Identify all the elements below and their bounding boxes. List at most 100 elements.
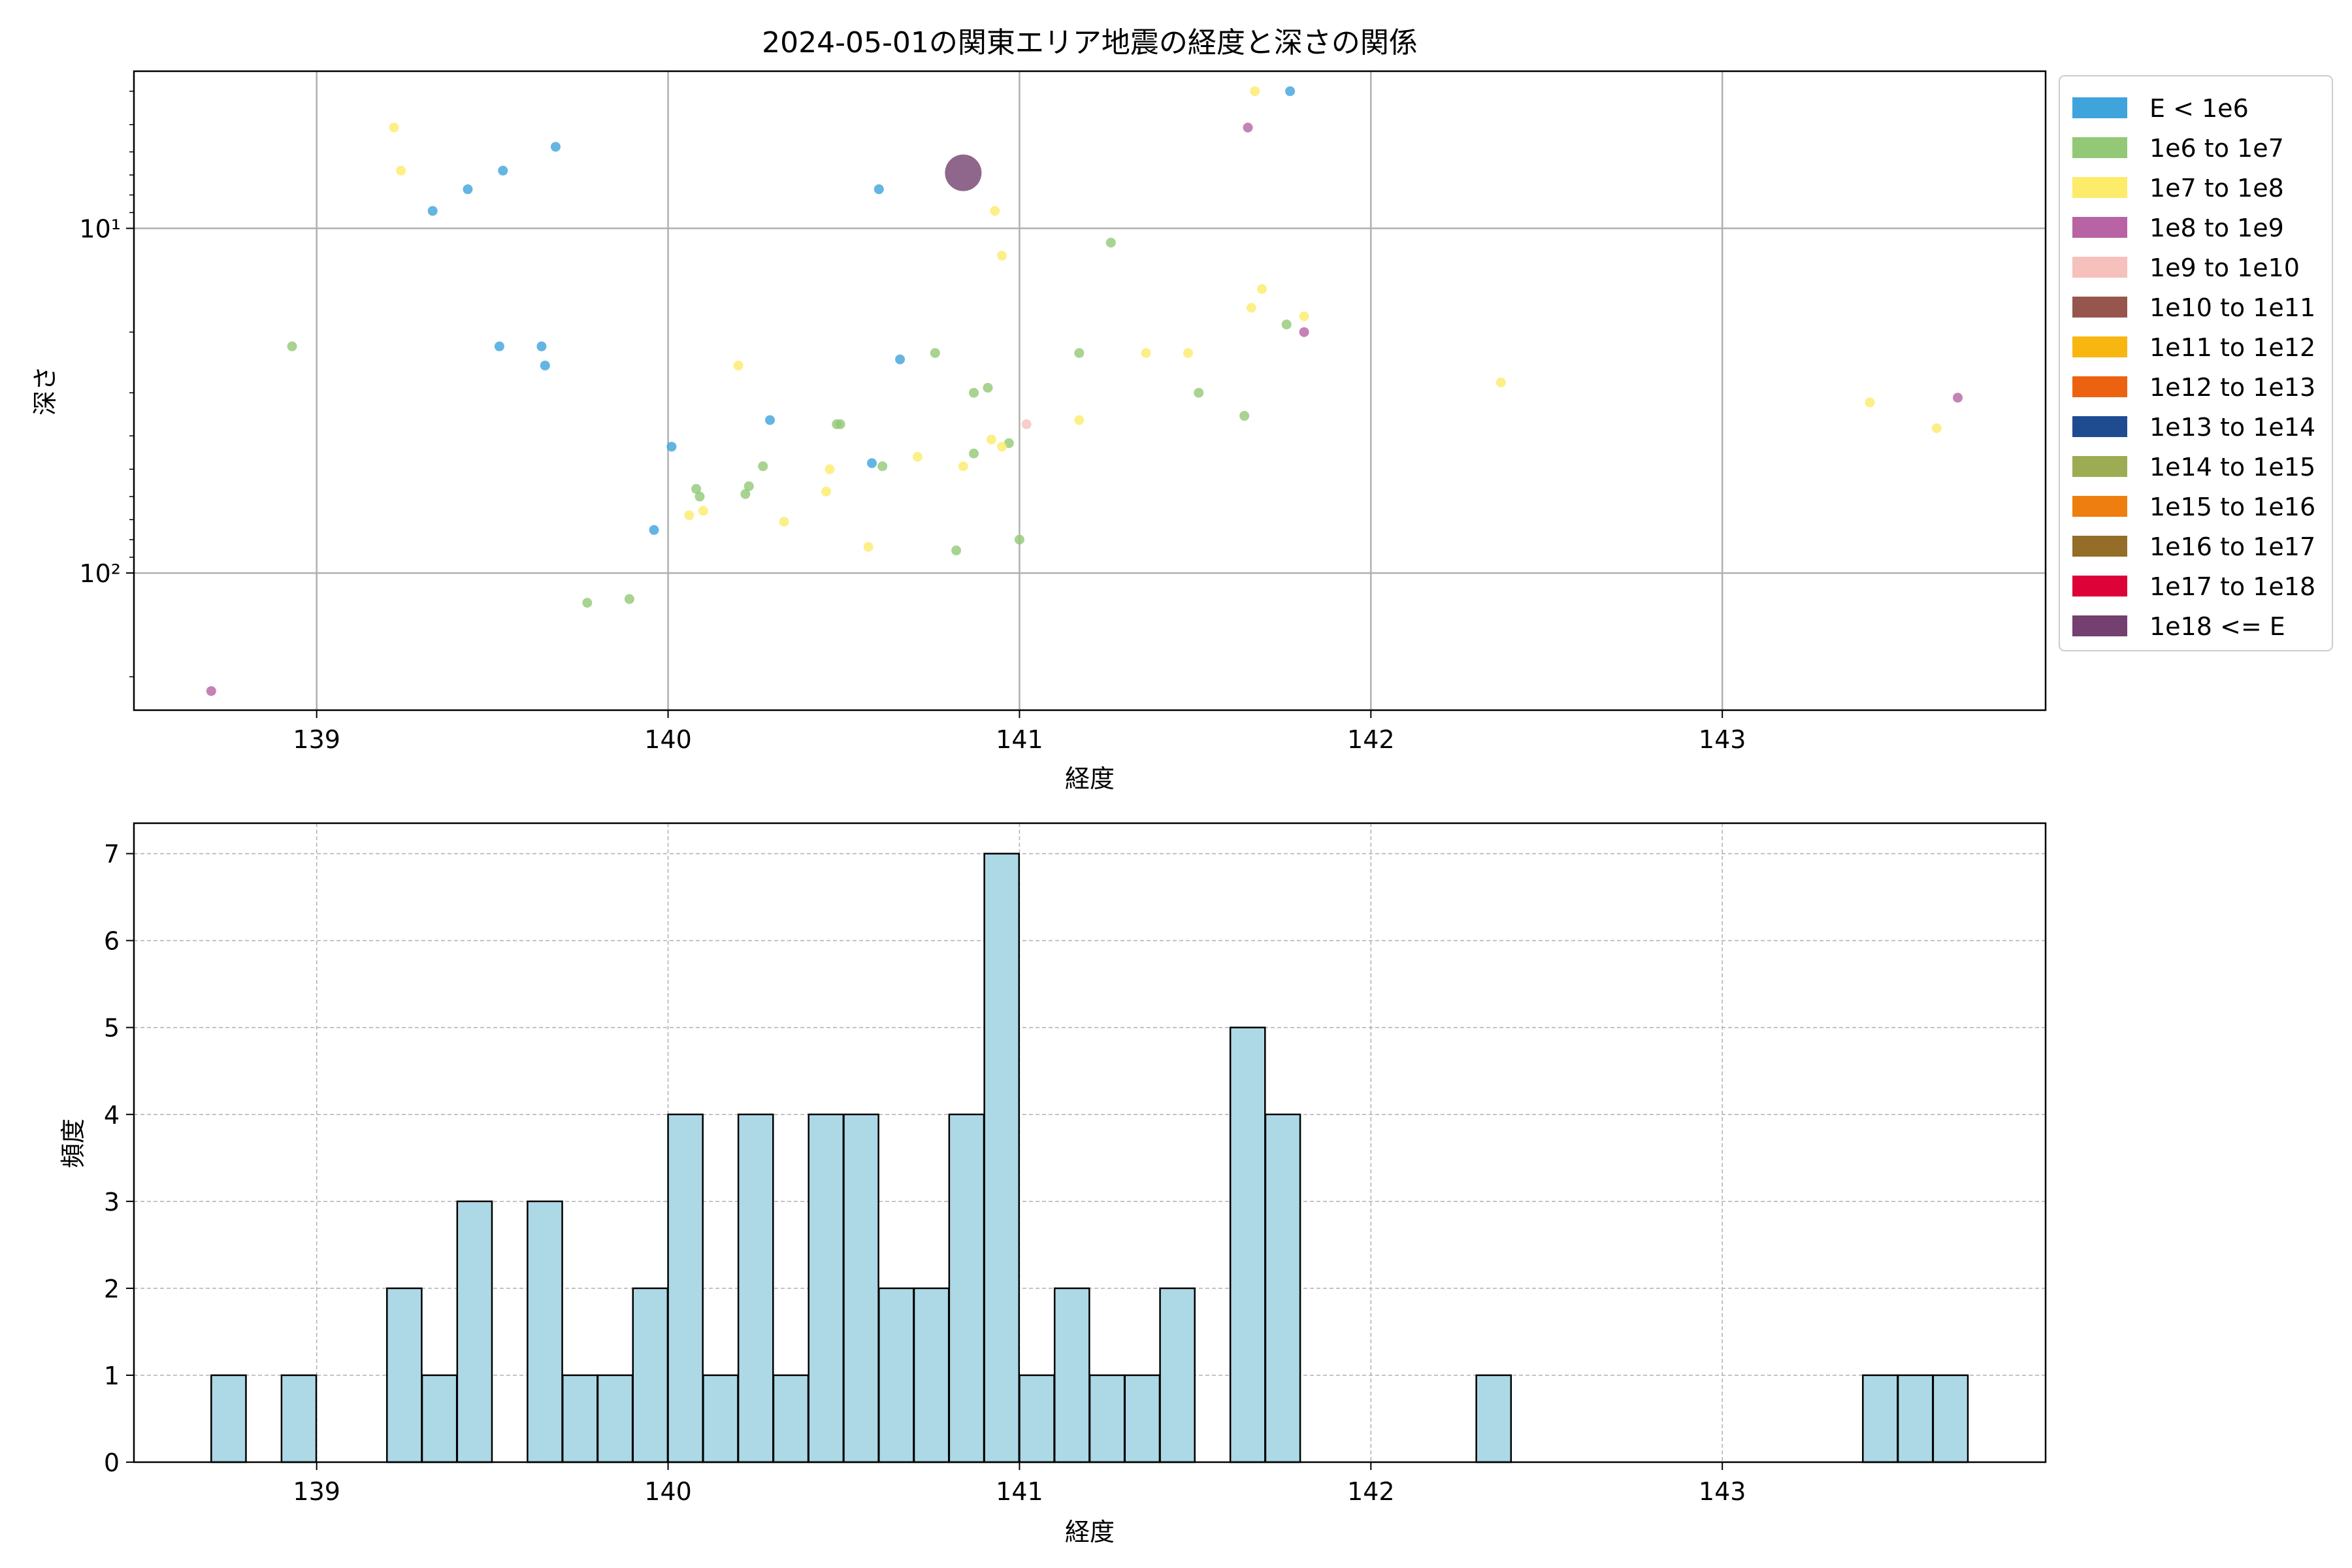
scatter-point [1299, 327, 1309, 337]
scatter-legend: E < 1e6 1e6 to 1e7 1e7 to 1e8 1e8 to 1e9 1e9… [2059, 75, 2333, 651]
histogram-y-tick-label: 4 [104, 1101, 120, 1130]
histogram-plot-frame [133, 822, 2047, 1463]
legend-entry-label: 1e7 to 1e8 [2149, 174, 2284, 203]
histogram-bar [280, 1374, 318, 1463]
histogram-x-tick-label: 142 [1347, 1477, 1395, 1506]
scatter-point [427, 206, 438, 216]
scatter-point [825, 464, 835, 474]
scatter-point [874, 184, 884, 195]
histogram-y-ticks: 0 1 2 3 4 5 6 7 [104, 840, 134, 1477]
histogram-bar [561, 1374, 598, 1463]
scatter-point [779, 517, 789, 527]
histogram-y-tick-label: 0 [104, 1448, 120, 1477]
histogram-x-tick-label: 140 [644, 1477, 692, 1506]
scatter-point [649, 525, 659, 535]
histogram-bar [667, 1113, 704, 1463]
scatter-point [494, 341, 504, 351]
scatter-point [666, 442, 677, 452]
scatter-point [684, 510, 694, 521]
scatter-point [624, 594, 634, 604]
scatter-point [969, 448, 979, 459]
histogram-bar [1088, 1374, 1126, 1463]
scatter-point [863, 542, 874, 552]
scatter-y-tick-label: 10² [79, 559, 121, 588]
scatter-point [698, 506, 708, 516]
scatter-point [1021, 419, 1032, 429]
scatter-point [389, 122, 399, 133]
legend-entry-label: 1e15 to 1e16 [2149, 493, 2315, 521]
histogram-y-tick-label: 3 [104, 1188, 120, 1217]
scatter-point [1105, 237, 1116, 248]
scatter-chart: 2024-05-01の関東エリア地震の経度と深さの関係 139 140 141 142… [31, 26, 2333, 793]
histogram-bar [210, 1374, 247, 1463]
histogram-bar [1264, 1113, 1301, 1463]
scatter-point [550, 142, 561, 152]
legend-swatch [2072, 297, 2127, 318]
scatter-point [983, 382, 993, 393]
legend-swatch [2072, 615, 2127, 636]
legend-swatch [2072, 496, 2127, 517]
histogram-bar [878, 1287, 915, 1463]
histogram-bars [210, 853, 1969, 1463]
scatter-point [396, 165, 406, 176]
legend-entry-label: 1e18 <= E [2149, 612, 2285, 641]
chart-title: 2024-05-01の関東エリア地震の経度と深さの関係 [762, 26, 1418, 59]
scatter-point [951, 546, 962, 556]
scatter-point [997, 250, 1007, 261]
scatter-point [463, 184, 473, 195]
histogram-bar [1019, 1374, 1055, 1463]
scatter-point [758, 461, 768, 472]
scatter-point [1246, 302, 1256, 313]
legend-entry-label: 1e14 to 1e15 [2149, 453, 2315, 482]
legend-entry-label: 1e11 to 1e12 [2149, 333, 2315, 362]
scatter-point [206, 686, 216, 696]
legend-swatch [2072, 257, 2127, 278]
legend-swatch [2072, 137, 2127, 158]
histogram-bar [596, 1374, 634, 1463]
scatter-point [498, 165, 508, 176]
scatter-point [835, 419, 845, 429]
scatter-point [1074, 348, 1085, 358]
histogram-bar [772, 1374, 809, 1463]
scatter-plot-area [134, 71, 2046, 710]
legend-swatch [2072, 376, 2127, 397]
histogram-bar [702, 1374, 739, 1463]
scatter-point [1257, 284, 1267, 294]
scatter-point [930, 348, 940, 358]
legend-swatch [2072, 177, 2127, 198]
scatter-point [540, 360, 550, 370]
scatter-point [691, 483, 702, 494]
legend-swatch [2072, 536, 2127, 557]
scatter-point [1495, 377, 1506, 387]
scatter-x-tick-label: 142 [1347, 725, 1395, 754]
scatter-point [912, 451, 923, 462]
scatter-point [765, 415, 776, 425]
scatter-point [287, 341, 297, 351]
histogram-y-tick-label: 1 [104, 1362, 120, 1390]
histogram-bar [456, 1200, 493, 1463]
scatter-point [1931, 423, 1942, 433]
histogram-bar [808, 1113, 845, 1463]
histogram-bar [1897, 1374, 1934, 1463]
scatter-point [997, 442, 1007, 452]
scatter-point [1281, 319, 1292, 330]
scatter-point-large [945, 154, 982, 191]
legend-entry-label: 1e12 to 1e13 [2149, 373, 2315, 402]
histogram-bar [632, 1287, 669, 1463]
histogram-y-tick-label: 7 [104, 840, 120, 869]
scatter-x-tick-label: 141 [996, 725, 1043, 754]
histogram-bar [948, 1113, 985, 1463]
histogram-bar [1229, 1026, 1266, 1463]
scatter-point [1299, 311, 1309, 321]
legend-swatch [2072, 97, 2127, 118]
scatter-point [582, 598, 593, 608]
histogram-x-tick-label: 141 [996, 1477, 1043, 1506]
scatter-point [958, 461, 968, 472]
legend-swatch [2072, 217, 2127, 238]
histogram-bar [983, 853, 1021, 1463]
histogram-chart: 139 140 141 142 143 0 1 2 3 4 5 6 7 経度 頻度 [59, 822, 2047, 1546]
histogram-bar [1932, 1374, 1969, 1463]
scatter-point [1953, 393, 1963, 403]
histogram-x-tick-label: 139 [293, 1477, 340, 1506]
